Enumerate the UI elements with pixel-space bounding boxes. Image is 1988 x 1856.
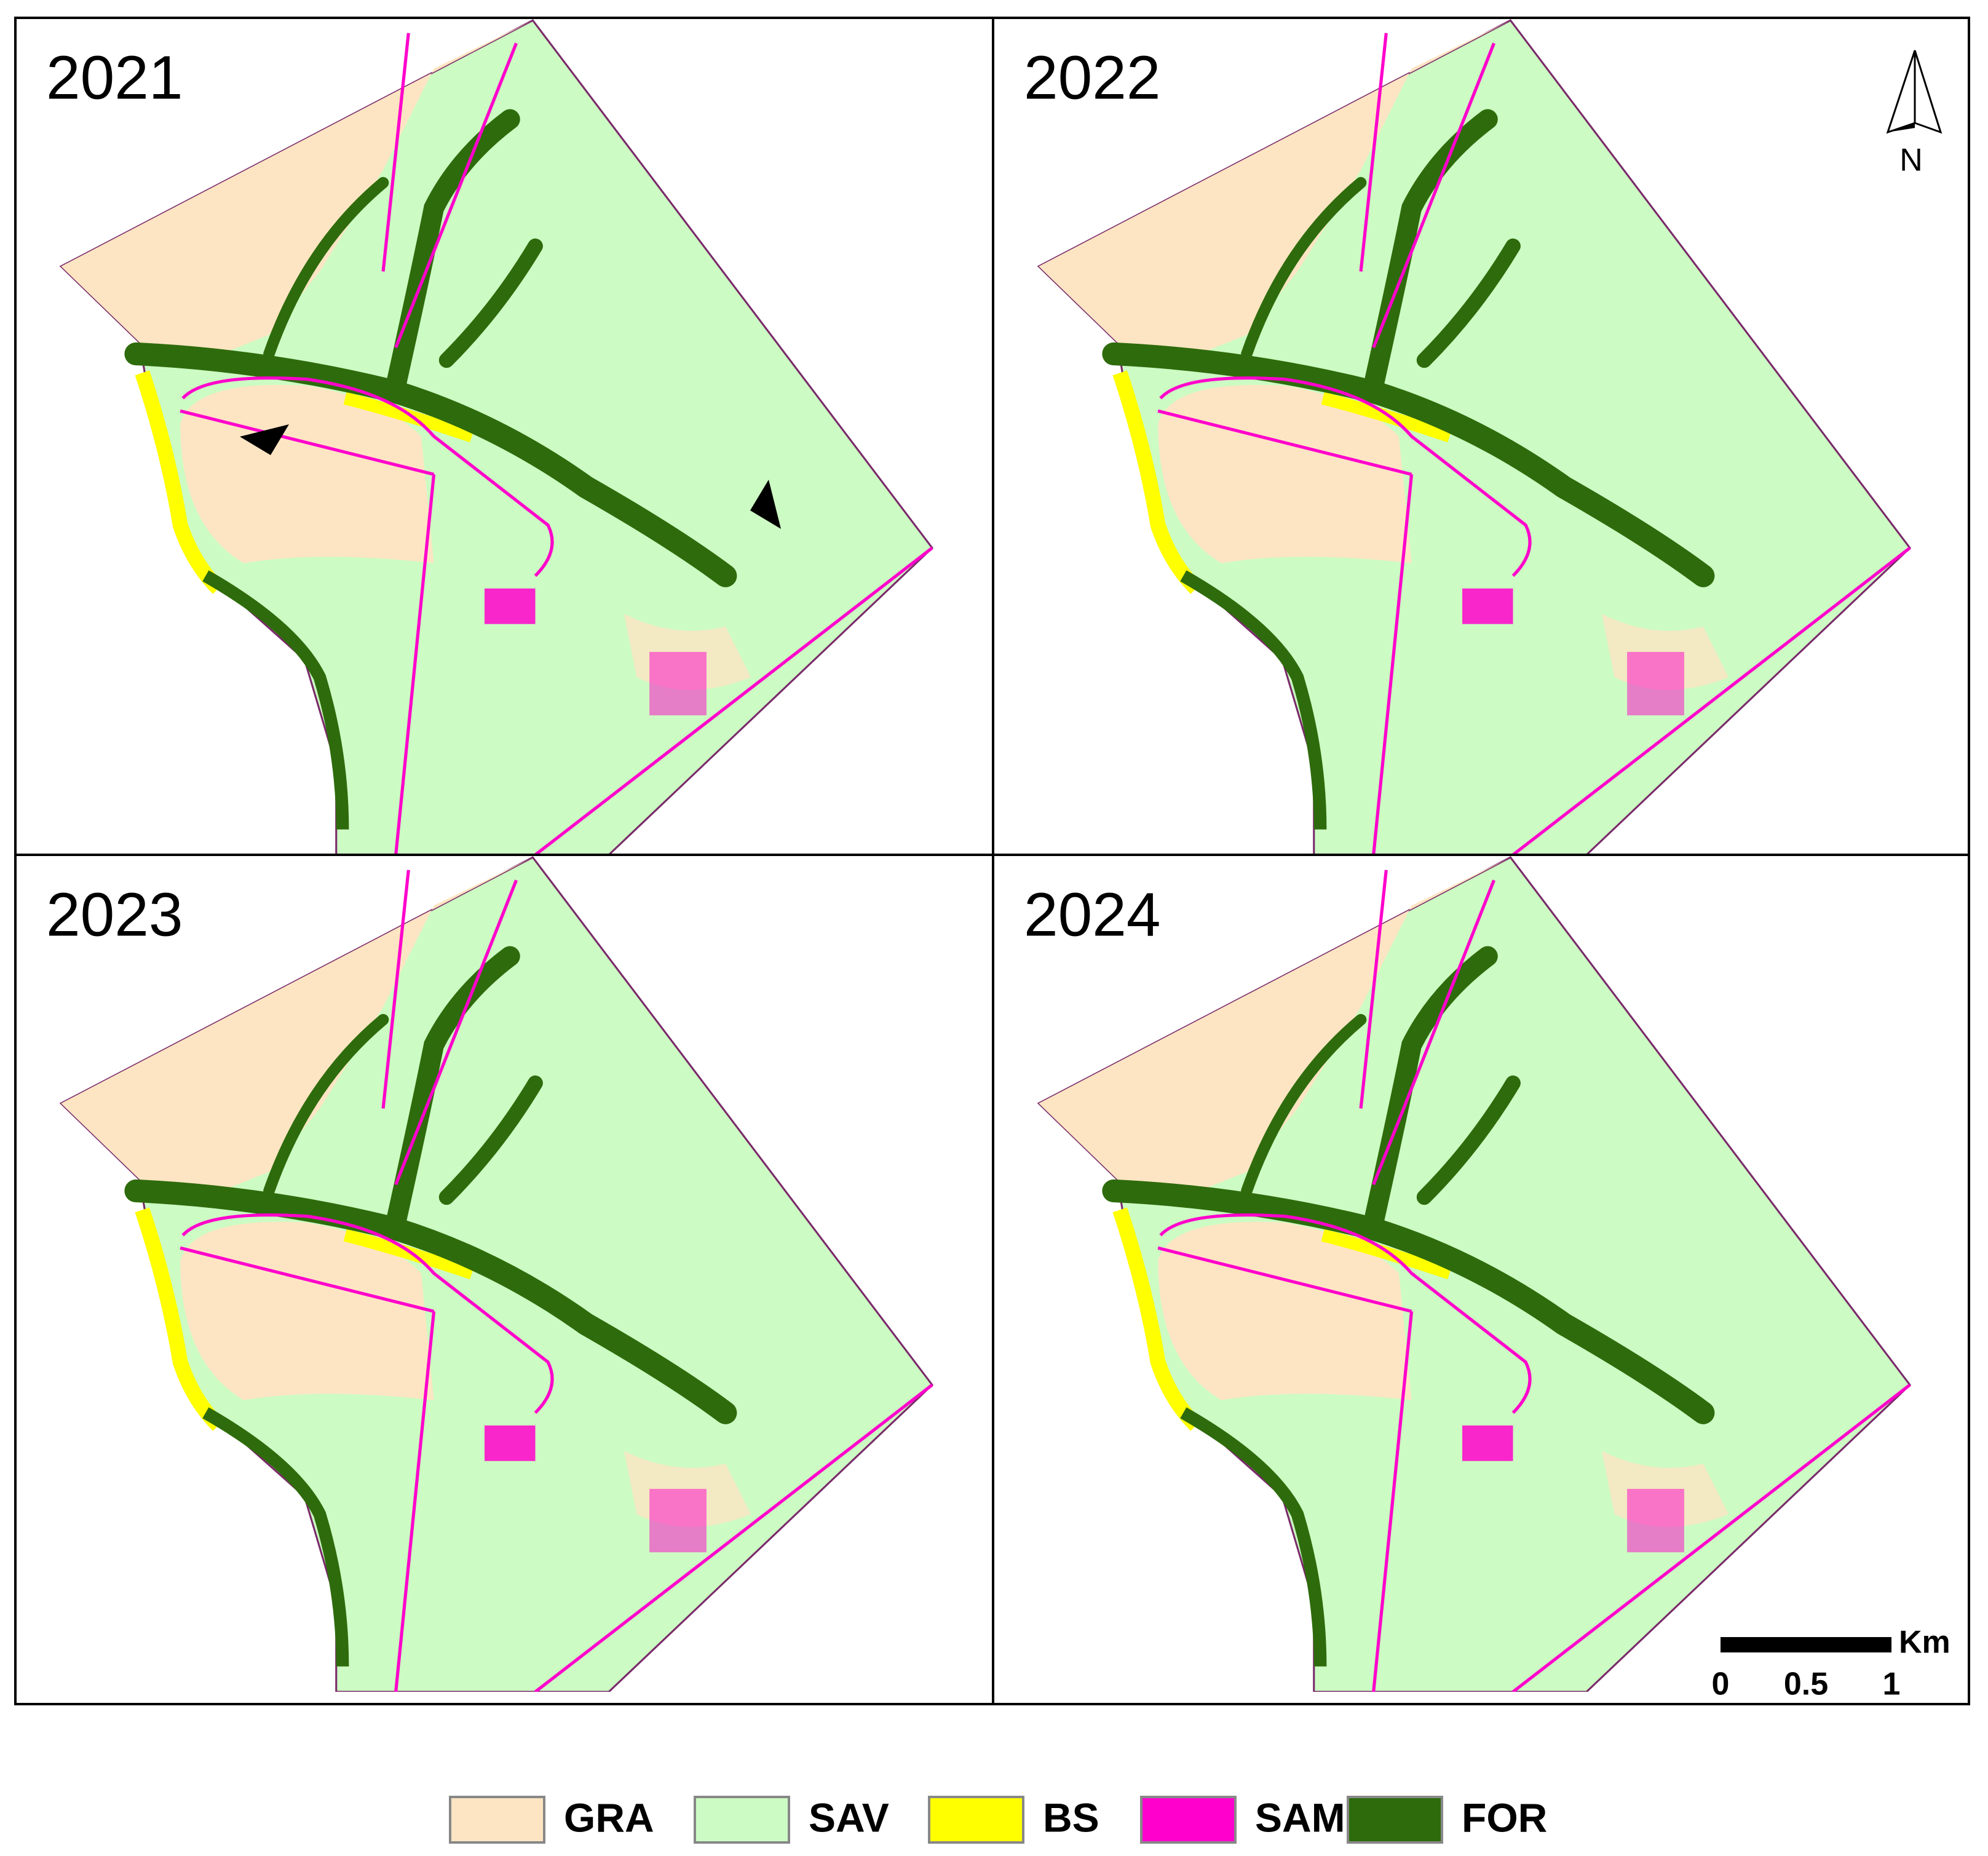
- legend-label: BS: [1043, 1795, 1099, 1840]
- scale-tick-label: 0.5: [1784, 1667, 1828, 1702]
- scale-tick-label: 0: [1712, 1667, 1730, 1702]
- arrow: [240, 424, 289, 455]
- north-arrow: N: [1886, 50, 1942, 178]
- legend-label: SAM: [1255, 1795, 1345, 1840]
- scale-unit: Km: [1899, 1625, 1950, 1660]
- legend-label: GRA: [564, 1795, 654, 1840]
- map: [61, 857, 932, 1692]
- legend-swatch: [1140, 1796, 1237, 1844]
- map: [1039, 857, 1910, 1692]
- north-label: N: [1899, 143, 1923, 178]
- map: [1039, 20, 1910, 855]
- panel-year: 2022: [1024, 43, 1160, 112]
- scale-tick-label: 1: [1883, 1667, 1901, 1702]
- map: [61, 20, 932, 855]
- legend-label: FOR: [1462, 1795, 1547, 1840]
- panels: [14, 18, 1970, 1705]
- legend-label: SAV: [809, 1795, 889, 1840]
- legend-swatch: [1347, 1796, 1443, 1844]
- legend-swatch: [928, 1796, 1024, 1844]
- arrow: [750, 480, 781, 529]
- scale-bar: Km: [1721, 1625, 1950, 1660]
- panel-year: 2023: [46, 880, 183, 949]
- panel-year: 2021: [46, 43, 183, 112]
- panel-year: 2024: [1024, 880, 1160, 949]
- legend-swatch: [694, 1796, 790, 1844]
- legend-swatch: [449, 1796, 545, 1844]
